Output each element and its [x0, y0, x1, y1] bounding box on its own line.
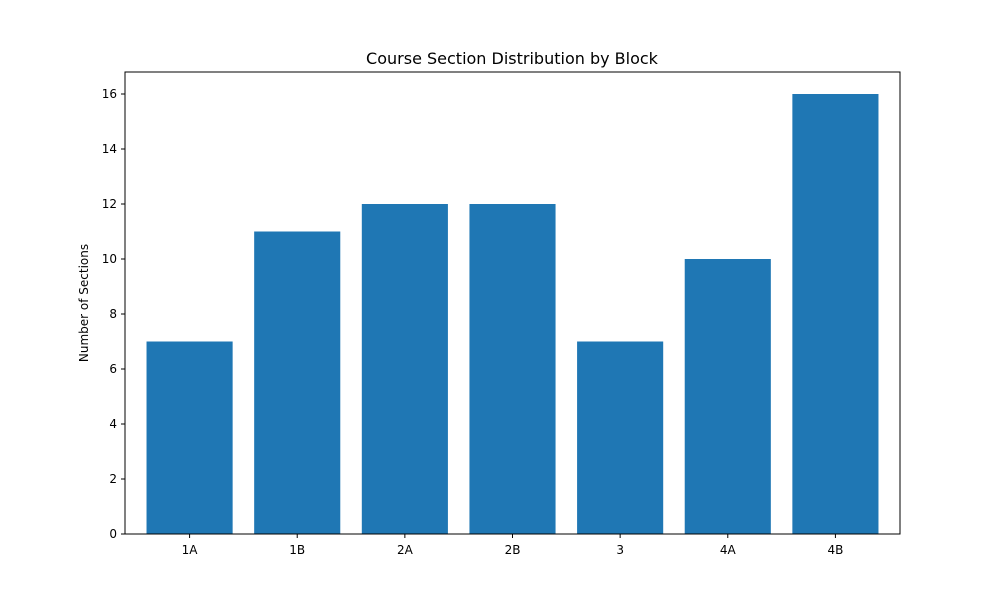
bar-4B [792, 94, 879, 534]
y-tick-label-10: 10 [102, 252, 117, 266]
y-tick-label-6: 6 [109, 362, 117, 376]
y-tick-label-4: 4 [109, 417, 117, 431]
x-tick-label-4B: 4B [827, 543, 843, 557]
bar-1A [146, 341, 233, 534]
y-tick-label-12: 12 [102, 197, 117, 211]
y-tick-label-16: 16 [102, 87, 117, 101]
bars-layer [146, 94, 879, 534]
x-tick-label-4A: 4A [720, 543, 737, 557]
x-tick-label-2B: 2B [505, 543, 521, 557]
bar-2A [361, 204, 448, 534]
y-tick-label-14: 14 [102, 142, 117, 156]
y-tick-label-0: 0 [109, 527, 117, 541]
bar-4A [684, 259, 771, 534]
x-tick-label-1A: 1A [182, 543, 199, 557]
chart-title: Course Section Distribution by Block [366, 49, 659, 68]
bar-3 [577, 341, 664, 534]
x-tick-label-3: 3 [616, 543, 624, 557]
x-tick-label-2A: 2A [397, 543, 414, 557]
y-axis-label: Number of Sections [77, 244, 91, 362]
bar-2B [469, 204, 556, 534]
ticks-layer: 1A 1B 2A 2B 3 4A 4B 0 2 4 6 8 10 12 14 16 [102, 87, 844, 557]
bar-1B [254, 231, 341, 534]
y-tick-label-2: 2 [109, 472, 117, 486]
x-tick-label-1B: 1B [289, 543, 305, 557]
y-tick-label-8: 8 [109, 307, 117, 321]
